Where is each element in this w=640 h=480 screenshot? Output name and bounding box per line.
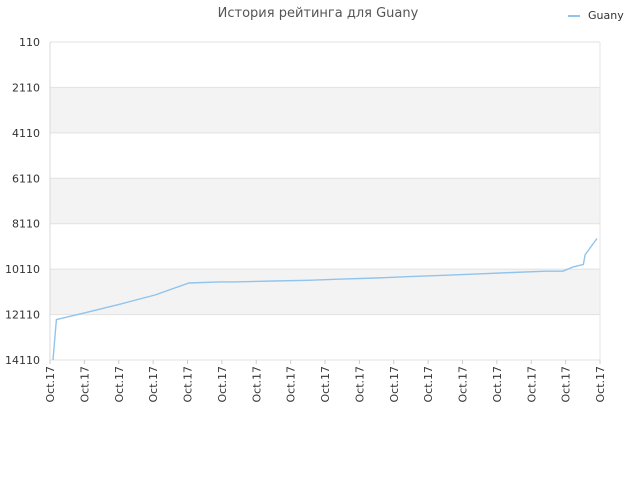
- y-tick-label: 6110: [12, 172, 40, 185]
- grid-band: [50, 269, 600, 315]
- x-tick-label: Oct.17: [44, 366, 57, 403]
- y-tick-label: 12110: [5, 309, 40, 322]
- x-tick-label: Oct.17: [216, 366, 229, 403]
- legend-label: Guany: [588, 9, 624, 22]
- y-tick-label: 8110: [12, 218, 40, 231]
- x-tick-label: Oct.17: [594, 366, 607, 403]
- grid-bands: [50, 42, 600, 360]
- series-line-guany: [52, 238, 598, 361]
- grid-band: [50, 132, 600, 179]
- x-tick-label: Oct.17: [422, 366, 435, 403]
- x-tick-label: Oct.17: [182, 366, 195, 403]
- grid-band: [50, 314, 600, 360]
- y-tick-label: 14110: [5, 354, 40, 367]
- y-tick-label: 110: [19, 36, 40, 49]
- x-tick-label: Oct.17: [525, 366, 538, 403]
- plot-area: [52, 238, 598, 361]
- x-tick-label: Oct.17: [353, 366, 366, 403]
- legend: Guany: [568, 9, 624, 22]
- x-tick-label: Oct.17: [285, 366, 298, 403]
- x-tick-label: Oct.17: [147, 366, 160, 403]
- x-tick-label: Oct.17: [78, 366, 91, 403]
- x-tick-label: Oct.17: [250, 366, 263, 403]
- y-axis-ticks: 110 2110 4110 6110 8110 10110 12110 14110: [5, 36, 40, 367]
- grid-band: [50, 87, 600, 133]
- x-axis-ticks: Oct.17 Oct.17 Oct.17 Oct.17 Oct.17 Oct.17 Oct.…: [44, 360, 607, 403]
- grid-band: [50, 178, 600, 224]
- x-tick-label: Oct.17: [113, 366, 126, 403]
- chart-title: История рейтинга для Guany: [218, 6, 419, 21]
- x-tick-label: Oct.17: [560, 366, 573, 403]
- y-tick-label: 4110: [12, 127, 40, 140]
- grid-band: [50, 42, 600, 88]
- x-tick-label: Oct.17: [319, 366, 332, 403]
- x-tick-label: Oct.17: [491, 366, 504, 403]
- x-tick-label: Oct.17: [388, 366, 401, 403]
- x-tick-label: Oct.17: [457, 366, 470, 403]
- y-tick-label: 2110: [12, 81, 40, 94]
- y-tick-label: 10110: [5, 263, 40, 276]
- grid-band: [50, 223, 600, 270]
